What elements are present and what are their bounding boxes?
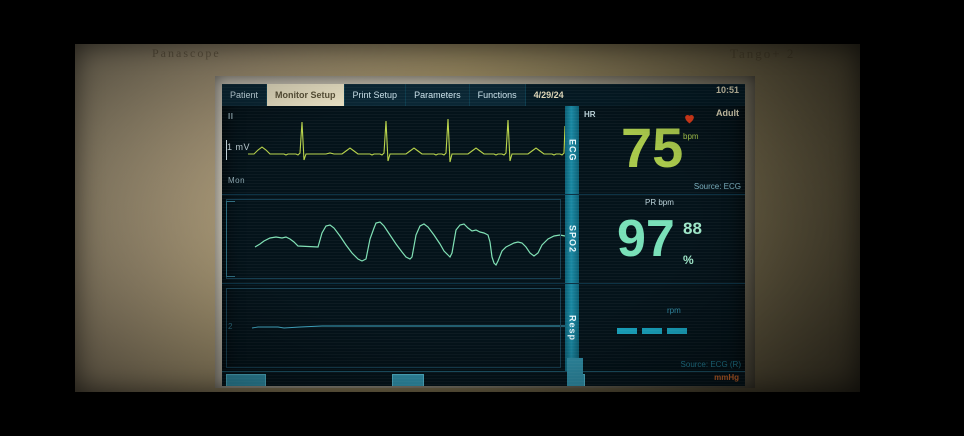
ecg-channel-bar[interactable]: ECG	[565, 106, 579, 194]
ecg-scale-label: 1 mV	[227, 142, 251, 152]
resp-gain-label: 2	[228, 322, 233, 331]
resp-unit-label: rpm	[667, 306, 681, 315]
monitor-body: II 1 mV Mon 2	[222, 106, 745, 386]
spo2-waveform-row	[222, 195, 565, 284]
resp-numeric-content: rpm Source: ECG (R)	[579, 284, 745, 372]
spo2-frame	[226, 199, 561, 279]
softkey-tall[interactable]	[567, 358, 583, 386]
resp-frame	[226, 288, 561, 368]
resp-channel-label: Resp	[567, 314, 578, 341]
resp-waveform-row: 2	[222, 284, 565, 372]
resp-source-label: Source: ECG (R)	[680, 360, 741, 369]
pulse-rate-value: 88	[683, 219, 702, 238]
heart-icon	[685, 114, 694, 124]
tab-functions[interactable]: Functions	[469, 84, 526, 106]
waveform-column: II 1 mV Mon 2	[222, 106, 565, 386]
softkey-2[interactable]	[392, 374, 424, 386]
date-display: 4/29/24	[525, 84, 745, 106]
hr-value: 75	[621, 116, 684, 179]
spo2-numeric-content: PR bpm 97 88 %	[579, 195, 745, 283]
ecg-numeric-row[interactable]: ECG HR bpm 75 Source: ECG	[565, 106, 745, 195]
letterbox-top	[0, 0, 964, 44]
tab-parameters[interactable]: Parameters	[406, 84, 470, 106]
tab-print-setup[interactable]: Print Setup	[344, 84, 407, 106]
ecg-trace	[248, 118, 565, 163]
resp-value-dashes	[617, 328, 687, 334]
hr-source-label: Source: ECG	[693, 182, 741, 191]
spo2-unit-label: %	[683, 253, 694, 267]
brand-label-right: Tango+ 2	[730, 46, 796, 61]
ecg-lead-label: II	[228, 112, 234, 121]
ecg-numeric-content: HR bpm 75 Source: ECG	[579, 106, 745, 194]
spo2-channel-label: SPO2	[567, 224, 578, 253]
softkey-1[interactable]	[226, 374, 266, 386]
spo2-value: 97	[617, 210, 675, 268]
letterbox-bottom	[0, 392, 964, 436]
dash-segment	[642, 328, 662, 334]
monitor-screen: Patient Monitor Setup Print Setup Parame…	[222, 84, 745, 386]
time-display: 10:51	[715, 85, 739, 95]
hr-unit-label: bpm	[683, 132, 699, 141]
bottom-softkey-bar: mmHg	[222, 371, 745, 386]
spo2-scale-bracket	[226, 201, 235, 277]
hr-param-label: HR	[584, 110, 596, 119]
brand-label-left: Panascope	[152, 46, 221, 60]
pressure-unit-label: mmHg	[714, 373, 739, 382]
patient-mode-label: Adult	[716, 108, 739, 118]
ecg-mode-label: Mon	[228, 176, 246, 185]
numeric-column: ECG HR bpm 75 Source: ECG SPO2	[565, 106, 745, 386]
tab-patient[interactable]: Patient	[222, 84, 268, 106]
ecg-channel-label: ECG	[567, 138, 578, 162]
tab-monitor-setup[interactable]: Monitor Setup	[267, 84, 345, 106]
dash-segment	[667, 328, 687, 334]
spo2-channel-bar[interactable]: SPO2	[565, 195, 579, 283]
spo2-numeric-row[interactable]: SPO2 PR bpm 97 88 %	[565, 195, 745, 284]
resp-numeric-row[interactable]: Resp rpm Source: ECG (R)	[565, 284, 745, 372]
dash-segment	[617, 328, 637, 334]
ecg-waveform-row: II 1 mV Mon	[222, 106, 565, 195]
pr-param-label: PR bpm	[645, 198, 674, 207]
menu-bar: Patient Monitor Setup Print Setup Parame…	[222, 84, 745, 106]
